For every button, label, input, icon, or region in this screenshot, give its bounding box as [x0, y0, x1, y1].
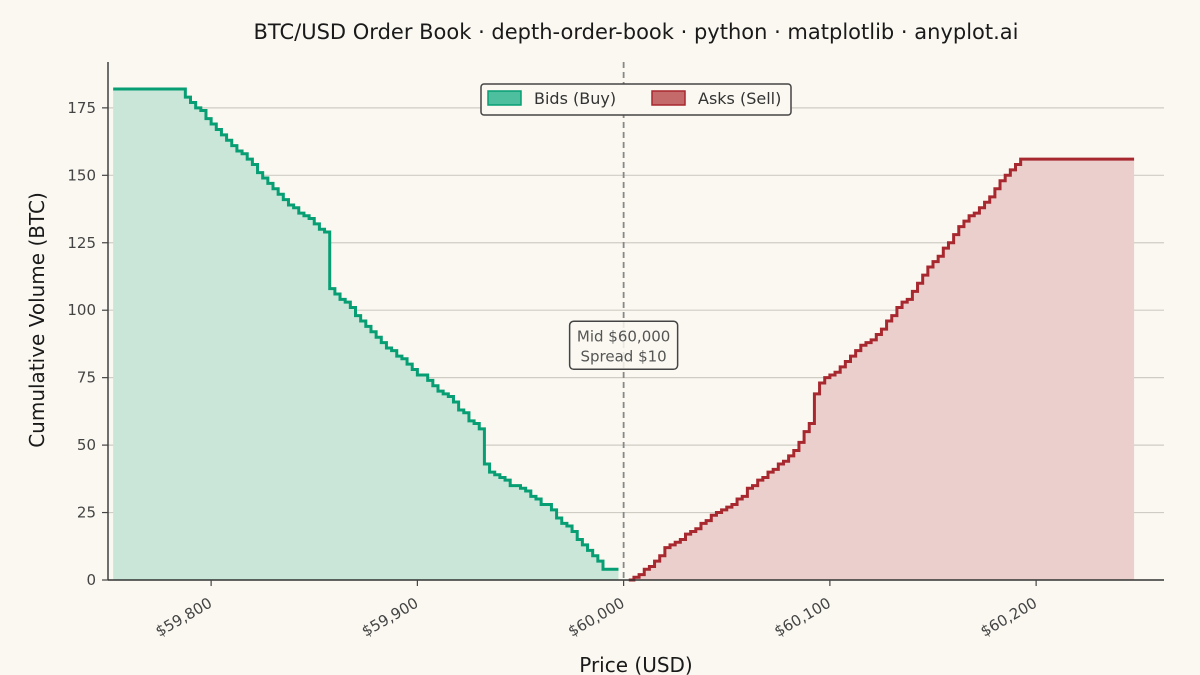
x-tick-label: $60,000 — [565, 594, 628, 641]
legend-swatch-asks — [651, 90, 686, 106]
y-tick-label: 25 — [77, 504, 96, 522]
x-tick-label: $59,800 — [152, 594, 215, 641]
legend-frame — [480, 83, 792, 116]
y-tick-label: 0 — [86, 571, 96, 589]
x-tick-label: $60,100 — [771, 594, 834, 641]
legend-label-asks: Asks (Sell) — [698, 89, 781, 108]
bids-depth-line — [113, 87, 619, 571]
x-axis-label: Price (USD) — [579, 653, 693, 675]
y-tick-label: 125 — [67, 234, 96, 252]
x-ticks: $59,800 $59,900 $60,000 $60,100 $60,200 — [152, 580, 1040, 640]
y-tick-label: 150 — [67, 166, 96, 184]
legend-label-bids: Bids (Buy) — [534, 89, 616, 108]
annotation-mid-text: Mid $60,000 — [577, 327, 670, 345]
y-ticks: 0 25 50 75 100 125 150 175 — [67, 99, 108, 589]
legend-swatch-bids — [487, 90, 522, 106]
mid-spread-annotation: Mid $60,000 Spread $10 — [568, 320, 679, 371]
axes — [107, 62, 1164, 581]
bids-area-fill — [113, 88, 619, 580]
y-tick-label: 175 — [67, 99, 96, 117]
asks-depth-line — [628, 157, 1135, 582]
x-tick-label: $59,900 — [359, 594, 422, 641]
y-axis-label: Cumulative Volume (BTC) — [25, 192, 49, 448]
y-tick-label: 75 — [77, 369, 96, 387]
y-tick-label: 50 — [77, 436, 96, 454]
y-tick-label: 100 — [67, 301, 96, 319]
x-tick-label: $60,200 — [977, 594, 1040, 641]
annotation-spread-text: Spread $10 — [581, 347, 667, 365]
legend: Bids (Buy) Asks (Sell) — [480, 83, 792, 116]
annotation-box — [568, 320, 679, 371]
depth-areas — [113, 87, 1135, 582]
asks-area-fill — [628, 159, 1135, 580]
chart-title: BTC/USD Order Book · depth-order-book · … — [253, 20, 1018, 44]
